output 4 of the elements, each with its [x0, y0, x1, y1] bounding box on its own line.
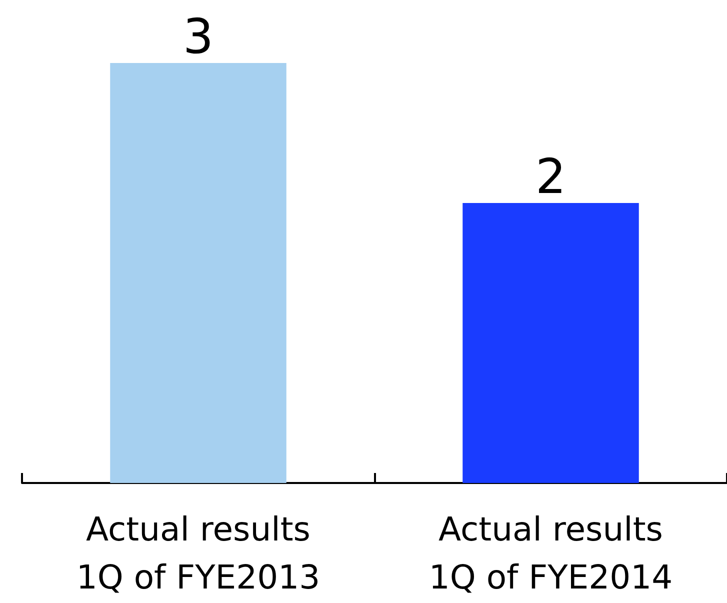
x-tick-label: Actual results 1Q of FYE2013 — [76, 510, 320, 596]
data-label: 2 — [535, 149, 566, 205]
data-label: 3 — [182, 9, 214, 65]
x-tick-label: Actual results 1Q of FYE2014 — [428, 510, 673, 596]
